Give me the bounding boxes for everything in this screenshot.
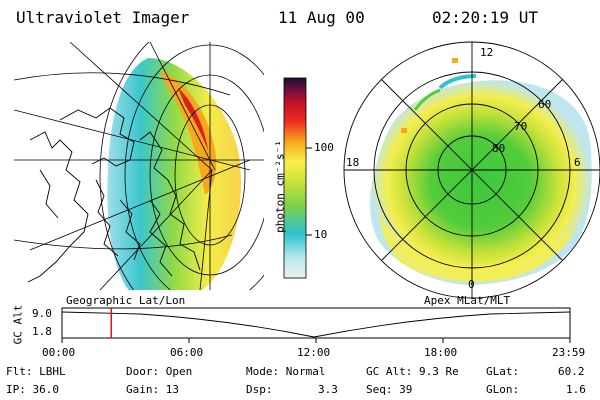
alt-xtick-1800: 18:00 bbox=[424, 346, 458, 359]
alt-ytick-1-8: 1.8 bbox=[32, 325, 52, 338]
status-gain: Gain: 13 bbox=[126, 383, 179, 396]
geo-graticule bbox=[14, 42, 264, 290]
geo-aurora-emission bbox=[107, 58, 241, 290]
colorbar-tick-10: 10 bbox=[314, 228, 328, 241]
altitude-strip bbox=[61, 307, 571, 343]
mlt-label-18: 18 bbox=[346, 156, 360, 169]
polar-cusp-arc bbox=[438, 74, 477, 90]
status-glat-label: GLat: bbox=[486, 365, 520, 378]
status-mode: Mode: Normal bbox=[246, 365, 326, 378]
status-filter: Flt: LBHL bbox=[6, 365, 66, 378]
status-ip: IP: 36.0 bbox=[6, 383, 59, 396]
mlt-label-6: 6 bbox=[574, 156, 581, 169]
polar-panel-caption: Apex MLat/MLT bbox=[424, 294, 511, 307]
alt-xtick-1200: 12:00 bbox=[297, 346, 331, 359]
status-seq: Seq: 39 bbox=[366, 383, 413, 396]
alt-ytick-9: 9.0 bbox=[32, 307, 52, 320]
alt-xtick-0600: 06:00 bbox=[170, 346, 204, 359]
instrument-title: Ultraviolet Imager bbox=[16, 8, 190, 27]
date-label: 11 Aug 00 bbox=[278, 8, 365, 27]
mlat-label-80: 80 bbox=[492, 142, 506, 155]
geo-aurora-bright-oval bbox=[160, 70, 217, 195]
status-dsp-value: 3.3 bbox=[318, 383, 338, 396]
alt-xtick-2359: 23:59 bbox=[552, 346, 586, 359]
status-dsp-label: Dsp: bbox=[246, 383, 273, 396]
status-gc-alt: GC Alt: 9.3 Re bbox=[366, 365, 459, 378]
status-glat-value: 60.2 bbox=[558, 365, 585, 378]
status-glon-value: 1.6 bbox=[566, 383, 586, 396]
alt-xtick-0000: 00:00 bbox=[42, 346, 76, 359]
mlat-label-60: 60 bbox=[538, 98, 552, 111]
geo-aurora-peak bbox=[178, 88, 208, 150]
polar-grid bbox=[343, 41, 600, 299]
polar-hotspot bbox=[452, 58, 458, 63]
colorbar-unit-label: photon cm⁻²s⁻¹ bbox=[273, 140, 287, 233]
mlat-label-70: 70 bbox=[514, 120, 528, 133]
geographic-map-panel bbox=[14, 42, 264, 290]
time-label: 02:20:19 UT bbox=[432, 8, 538, 27]
geo-coastlines bbox=[27, 107, 201, 283]
gc-alt-axis-label: GC Alt bbox=[11, 304, 25, 345]
geo-panel-caption: Geographic Lat/Lon bbox=[66, 294, 186, 307]
status-glon-label: GLon: bbox=[486, 383, 520, 396]
polar-hotspot bbox=[401, 128, 407, 133]
polar-map-panel bbox=[343, 41, 600, 299]
mlt-label-0: 0 bbox=[468, 278, 475, 291]
polar-aurora-yellow-band bbox=[380, 215, 575, 282]
mlt-label-12: 12 bbox=[480, 46, 494, 59]
status-door: Door: Open bbox=[126, 365, 193, 378]
colorbar-tick-100: 100 bbox=[314, 141, 334, 154]
colorbar bbox=[283, 77, 312, 279]
altitude-curve bbox=[61, 311, 571, 338]
